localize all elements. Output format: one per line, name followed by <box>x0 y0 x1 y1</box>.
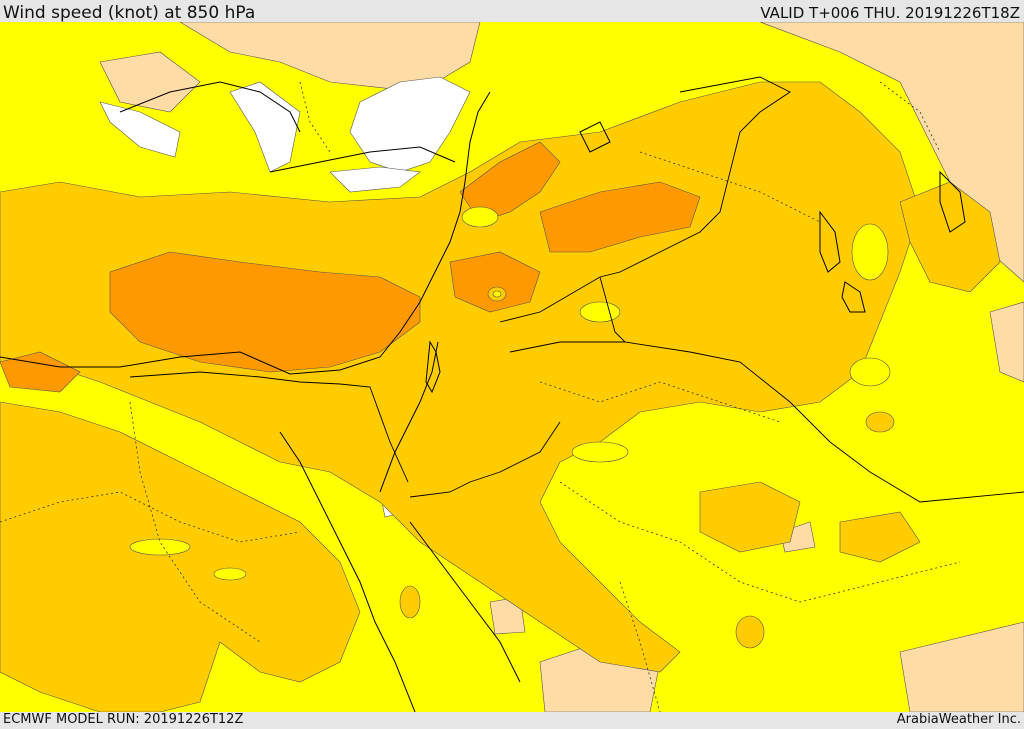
local-wind-cells <box>129 206 895 649</box>
internal-boundaries <box>0 81 961 712</box>
valid-time-label: VALID T+006 THU. 20191226T18Z <box>760 4 1020 22</box>
model-run-label: ECMWF MODEL RUN: 20191226T12Z <box>3 712 244 727</box>
calm-wind-areas <box>99 76 471 518</box>
credit-label: ArabiaWeather Inc. <box>896 712 1021 727</box>
strong-wind-areas <box>0 141 701 393</box>
moderate-wind-areas <box>0 81 1001 712</box>
light-wind-areas <box>99 22 1024 712</box>
footer-bar: ECMWF MODEL RUN: 20191226T12Z ArabiaWeat… <box>0 712 1024 729</box>
coastlines <box>0 81 966 712</box>
wind-speed-map[interactable] <box>0 22 1024 712</box>
map-title: Wind speed (knot) at 850 hPa <box>3 3 256 23</box>
header-bar: Wind speed (knot) at 850 hPa VALID T+006… <box>0 0 1024 23</box>
political-borders <box>129 76 1024 503</box>
map-canvas <box>0 22 1024 712</box>
